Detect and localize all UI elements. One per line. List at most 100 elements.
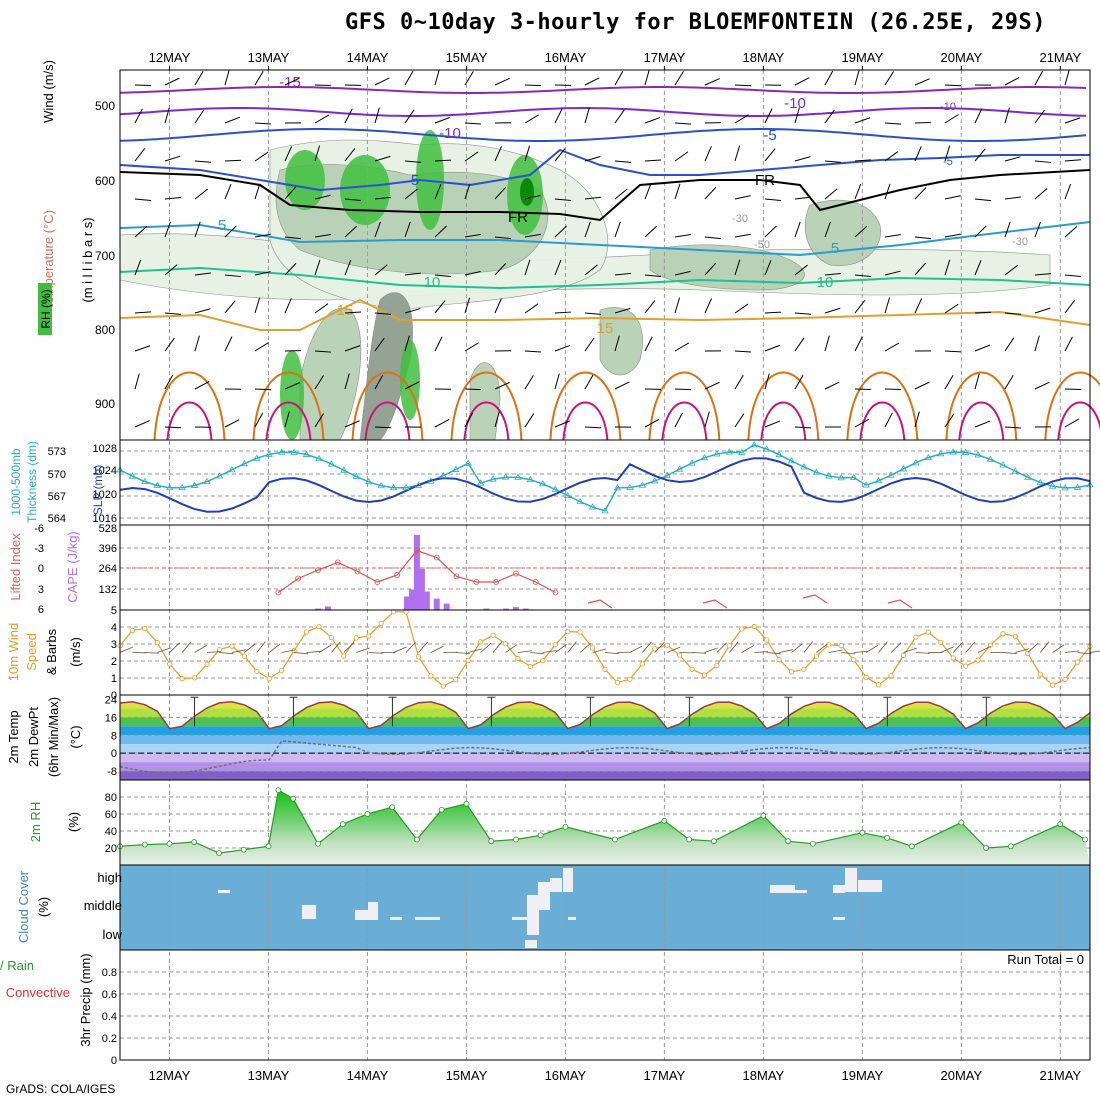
wind-marker [155,640,159,644]
wind-marker [740,627,744,631]
wind-barb [165,156,180,161]
contour-diurnal-orange-0 [154,373,224,441]
ylabel-slp: SLP (mb) [91,465,105,515]
wind-barb [525,375,533,389]
rh2m-marker [1058,822,1063,827]
li-ytick-3: 3 [38,584,44,596]
rh2m-marker [1083,837,1088,842]
wind-barb [645,70,649,85]
wind-marker [304,630,308,634]
date-label-top-4: 16MAY [545,50,587,65]
date-label-top-8: 20MAY [940,50,982,65]
wind-marker [1038,672,1042,676]
contour-label-13: -5 [943,156,953,168]
wind-marker [926,630,930,634]
wind-barb [1035,382,1049,389]
wind-barb [195,309,210,313]
wind-barb [1065,389,1081,390]
temp-band-4 [120,726,1090,735]
wind-barb [435,70,439,85]
wind-barb [1005,222,1010,237]
wind-marker [565,629,569,633]
wind-barb [255,71,263,85]
ylabel-temp-unit: (°C) [68,725,83,748]
wind-marker [814,654,818,658]
rh2m-marker [464,801,469,806]
wind-marker [1001,632,1005,636]
wind-barb-10m [667,647,680,652]
rh2m-marker [167,841,172,846]
wind-barb [885,71,894,85]
wind-barb [585,338,594,351]
thk-ytick-3: 564 [48,513,66,525]
wind-barb [975,374,979,389]
wind-barb-10m [978,646,991,652]
date-label-top-5: 17MAY [644,50,686,65]
temp-ytick-0: 24 [105,694,117,706]
wind-barb [165,78,179,85]
wind-barb [1035,336,1039,351]
rh-ytick-3: 20 [105,843,117,855]
rh-green-peak [520,178,534,206]
contour-diurnal-magenta-9 [1058,403,1100,441]
contour-label-16: -30 [1012,236,1028,248]
wind-barb [375,78,389,85]
run-total-label: Run Total = 0 [1007,952,1084,967]
wind-marker [1013,634,1017,638]
contour-diurnal-orange-7 [847,373,917,441]
wind-barb [1065,118,1080,123]
rh2m-marker [538,833,543,838]
chart-title: GFS 0~10day 3-hourly for BLOEMFONTEIN (2… [345,10,1046,35]
wind-marker [839,643,843,647]
temp-band-6 [120,744,1090,753]
wind-barb [915,187,926,199]
wind-barb-10m [854,651,868,652]
wind-barb [855,70,859,85]
temp-band-3 [120,717,1090,726]
wind-barb [435,337,442,351]
wind-barb [555,374,559,389]
wind-marker [615,680,619,684]
wind-marker [454,677,458,681]
wind-barb [735,196,751,199]
rh2m-marker [216,851,221,856]
wind-barb-10m [829,650,843,653]
wind-ytick-2: 3 [111,639,117,651]
wind-barb [975,312,991,313]
wind-marker [279,668,283,672]
wind-barb [705,412,709,427]
wind-barb-10m [779,650,793,653]
cloud-block-4 [390,917,402,920]
wind-barb [855,184,861,199]
wind-barb-10m [157,648,170,653]
wind-marker [354,636,358,640]
wind-marker [963,664,967,668]
wind-barb [555,421,570,427]
wind-barb [675,71,683,85]
wind-barb [315,304,328,313]
ylabel-3hr-precip: 3hr Precip (mm) [78,953,93,1046]
wind-barb [735,304,748,313]
li-late-seg-0 [588,600,612,608]
ylabel-wind-barbs: & Barbs [44,628,59,675]
wind-marker [379,621,383,625]
wind-barb-10m [493,642,502,653]
wind-barb [615,222,620,237]
wind-barb [555,312,571,313]
temp-ytick-2: 8 [111,730,117,742]
wind-barb [1065,70,1069,85]
wind-barb [615,382,629,389]
rh2m-marker [241,847,246,852]
wind-marker [789,670,793,674]
date-label-bottom-0: 12MAY [149,1068,191,1083]
wind-barb-10m [269,644,280,653]
wind-barb [345,109,352,123]
wind-barb [765,312,781,313]
rh2m-area [120,790,1090,865]
wind-ytick-0: 5 [111,605,117,617]
cloud-block-11 [525,940,537,948]
rh2m-marker [266,844,271,849]
wind-barb [645,337,652,351]
